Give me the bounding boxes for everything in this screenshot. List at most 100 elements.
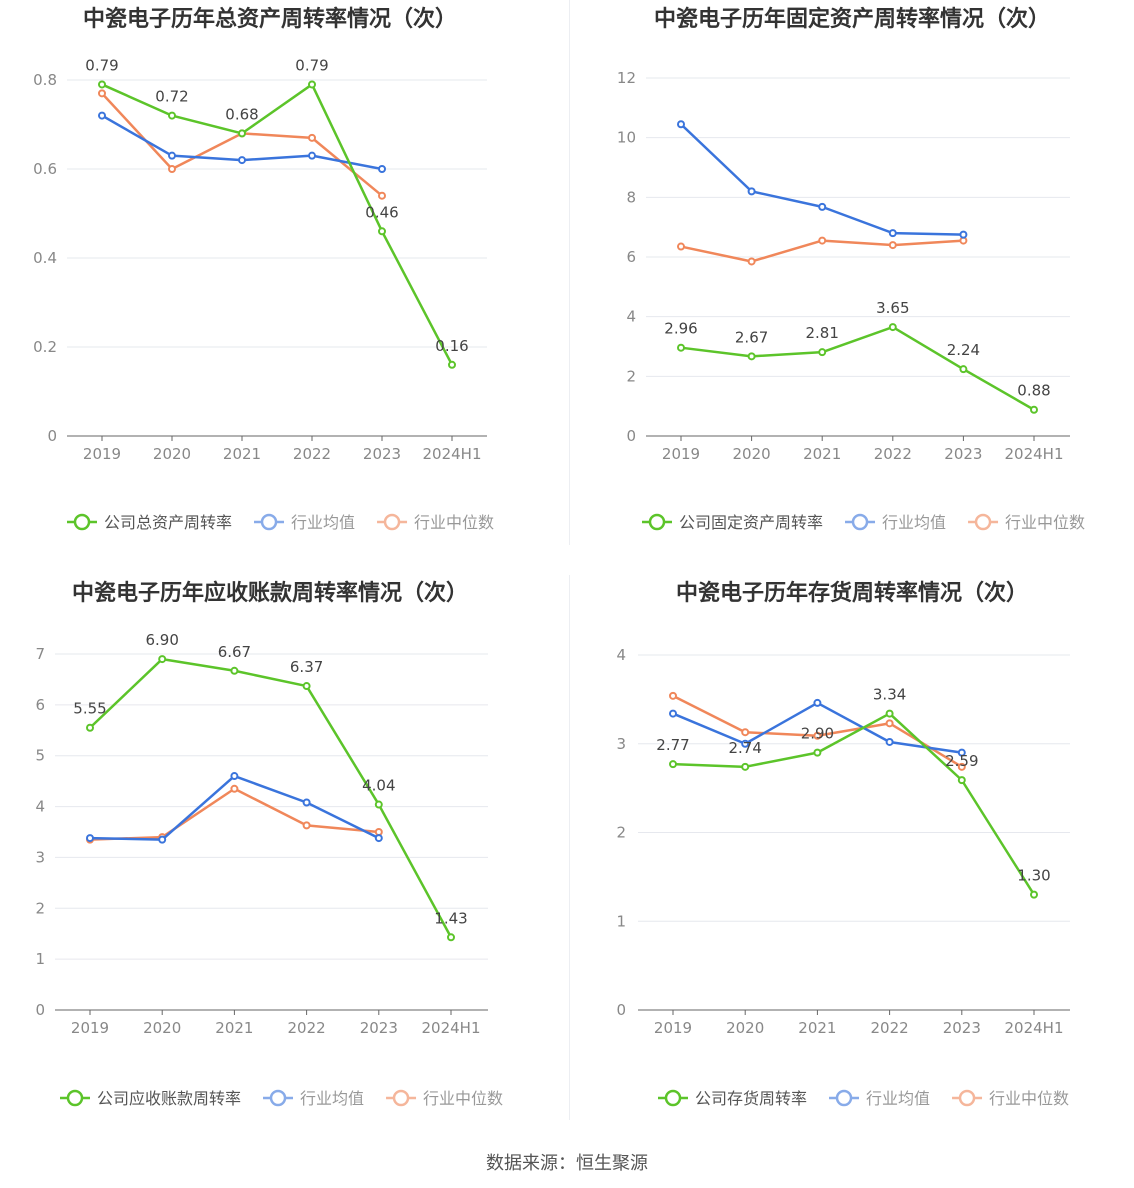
legend-label: 行业均值	[291, 513, 355, 532]
data-point-median[interactable]	[378, 191, 386, 200]
data-point-median[interactable]	[888, 241, 897, 250]
data-point-company[interactable]	[158, 655, 167, 664]
data-point-average[interactable]	[374, 834, 383, 843]
data-point-average[interactable]	[378, 165, 386, 173]
legend-item-average[interactable]: 行业均值	[845, 513, 946, 532]
data-point-company[interactable]	[669, 760, 677, 769]
data-point-average[interactable]	[238, 156, 246, 165]
data-point-average[interactable]	[302, 798, 311, 807]
data-point-company[interactable]	[888, 323, 897, 332]
data-point-average[interactable]	[813, 698, 822, 707]
data-label: 2.24	[947, 341, 980, 359]
legend-item-company[interactable]: 公司应收账款周转率	[60, 1089, 241, 1108]
data-point-median[interactable]	[230, 784, 239, 793]
legend-label: 公司存货周转率	[695, 1089, 807, 1108]
legend-item-company[interactable]: 公司存货周转率	[658, 1089, 807, 1108]
data-point-average[interactable]	[677, 120, 685, 129]
data-point-company[interactable]	[1030, 890, 1038, 899]
data-point-company[interactable]	[747, 352, 756, 361]
data-source-note: 数据来源：恒生聚源	[486, 1153, 648, 1174]
data-point-company[interactable]	[677, 343, 685, 352]
data-point-average[interactable]	[86, 834, 94, 843]
y-tick-label: 3	[35, 848, 45, 866]
data-point-average[interactable]	[98, 111, 106, 120]
legend-item-median[interactable]: 行业中位数	[952, 1089, 1069, 1108]
data-point-median[interactable]	[741, 728, 750, 737]
data-point-median[interactable]	[308, 133, 316, 142]
series-line-average	[680, 123, 964, 236]
data-point-median[interactable]	[818, 236, 827, 245]
data-point-company[interactable]	[98, 80, 106, 89]
y-tick-label: 10	[617, 129, 636, 147]
legend-item-median[interactable]: 行业中位数	[968, 513, 1085, 532]
y-tick-label: 0.8	[33, 71, 57, 89]
data-point-average[interactable]	[230, 772, 239, 781]
data-point-company[interactable]	[447, 933, 455, 942]
legend-item-average[interactable]: 行业均值	[254, 513, 355, 532]
data-point-average[interactable]	[959, 230, 968, 239]
data-point-median[interactable]	[813, 731, 822, 740]
data-point-median[interactable]	[957, 762, 966, 771]
legend-marker	[73, 513, 91, 531]
data-point-average[interactable]	[818, 202, 827, 211]
data-point-company[interactable]	[813, 748, 822, 757]
data-point-company[interactable]	[230, 666, 239, 675]
legend-item-company[interactable]: 公司固定资产周转率	[642, 513, 823, 532]
data-point-company[interactable]	[741, 762, 750, 771]
data-point-company[interactable]	[168, 111, 176, 120]
data-point-average[interactable]	[741, 739, 750, 748]
data-point-median[interactable]	[168, 165, 176, 173]
data-point-company[interactable]	[86, 723, 94, 732]
x-tick-label: 2024H1	[1005, 445, 1064, 463]
data-point-company[interactable]	[378, 227, 386, 236]
data-point-company[interactable]	[959, 365, 968, 374]
legend-item-median[interactable]: 行业中位数	[386, 1089, 503, 1108]
data-point-median[interactable]	[98, 89, 106, 98]
data-point-company[interactable]	[238, 129, 246, 138]
data-point-median[interactable]	[374, 828, 383, 836]
legend-item-average[interactable]: 行业均值	[263, 1089, 364, 1108]
data-label: 0.79	[295, 56, 328, 74]
data-point-company[interactable]	[448, 360, 456, 369]
data-point-company[interactable]	[957, 776, 966, 785]
data-point-median[interactable]	[669, 691, 677, 700]
x-tick-label: 2019	[83, 445, 121, 463]
data-point-company[interactable]	[885, 709, 894, 718]
data-point-median[interactable]	[885, 719, 894, 728]
data-label: 3.34	[873, 686, 906, 704]
y-tick-label: 1	[35, 950, 45, 968]
data-point-average[interactable]	[885, 737, 894, 746]
legend-item-median[interactable]: 行业中位数	[377, 513, 494, 532]
x-tick-label: 2019	[662, 445, 700, 463]
vertical-divider-top	[569, 0, 570, 545]
x-tick-label: 2023	[943, 1019, 981, 1037]
data-point-average[interactable]	[888, 229, 897, 238]
x-tick-label: 2023	[363, 445, 401, 463]
data-point-median[interactable]	[747, 257, 756, 266]
series-line-company	[680, 325, 1035, 411]
legend-item-average[interactable]: 行业均值	[829, 1089, 930, 1108]
data-point-average[interactable]	[158, 835, 167, 844]
data-point-median[interactable]	[302, 821, 311, 830]
data-point-average[interactable]	[747, 187, 756, 196]
x-tick-label: 2022	[871, 1019, 909, 1037]
data-point-company[interactable]	[1030, 405, 1038, 414]
data-point-company[interactable]	[308, 80, 316, 89]
chart-1: 中瓷电子历年总资产周转率情况（次） 0 0.2 0.4 0.6 0.8 2019 2020 20…	[33, 6, 494, 532]
data-point-company[interactable]	[818, 348, 827, 357]
legend-item-company[interactable]: 公司总资产周转率	[67, 513, 232, 532]
legend-label: 行业中位数	[423, 1089, 503, 1108]
data-point-average[interactable]	[308, 151, 316, 160]
legend-label: 行业均值	[882, 513, 946, 532]
data-point-average[interactable]	[168, 151, 176, 160]
x-tick-label: 2023	[360, 1019, 398, 1037]
data-point-company[interactable]	[302, 682, 311, 691]
data-point-median[interactable]	[677, 242, 685, 251]
data-point-average[interactable]	[957, 748, 966, 757]
data-label: 1.30	[1017, 867, 1050, 885]
y-tick-label: 7	[35, 645, 45, 663]
legend-marker	[835, 1089, 853, 1107]
legend-label: 行业中位数	[414, 513, 494, 532]
data-point-company[interactable]	[374, 800, 383, 809]
data-point-average[interactable]	[669, 709, 677, 718]
